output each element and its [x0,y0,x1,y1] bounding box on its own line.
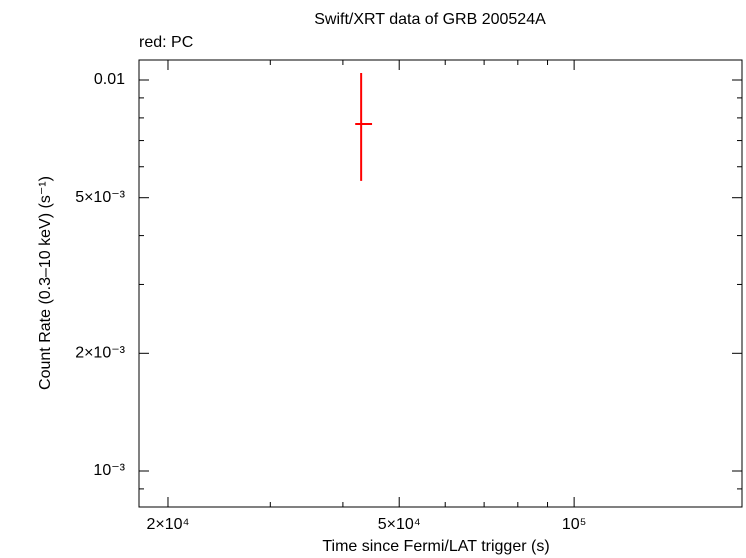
x-tick-label: 10⁵ [562,516,586,533]
x-tick-label: 5×10⁴ [378,516,421,533]
y-tick-label: 5×10⁻³ [75,189,125,206]
chart-title: Swift/XRT data of GRB 200524A [314,11,546,28]
y-tick-label: 0.01 [94,71,125,88]
y-axis-label: Count Rate (0.3–10 keV) (s⁻¹) [37,176,54,390]
x-tick-label: 2×10⁴ [147,516,190,533]
legend-text: red: PC [139,34,193,51]
y-tick-label: 2×10⁻³ [75,345,125,362]
plot-frame [138,59,743,508]
x-axis-label: Time since Fermi/LAT trigger (s) [322,538,549,555]
y-tick-label: 10⁻³ [93,462,125,479]
